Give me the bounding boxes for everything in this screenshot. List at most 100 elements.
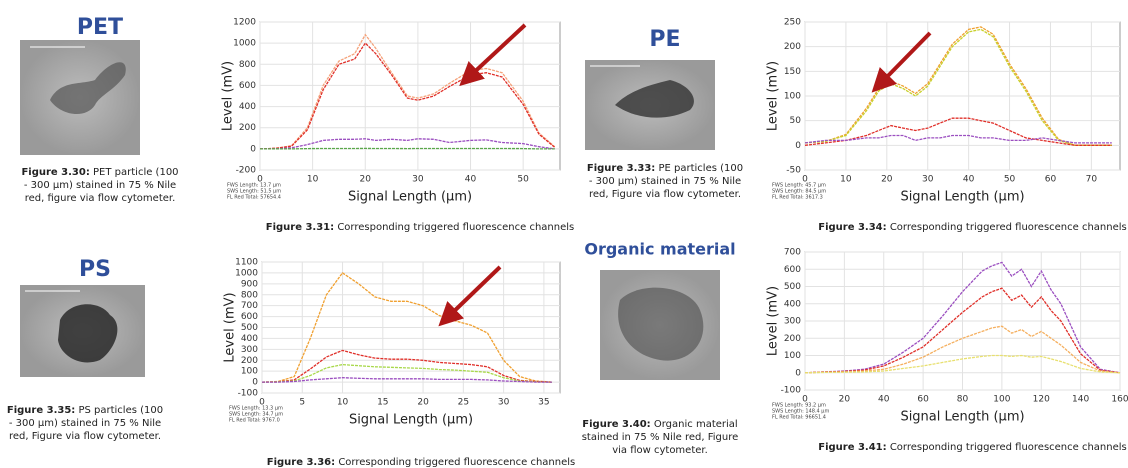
x-tick-label: 40 — [963, 175, 975, 185]
y-tick-label: 700 — [241, 301, 258, 311]
caption-label: Figure 3.34: — [818, 222, 886, 233]
page: PET Figure 3.30: PET particle (100 - 300 µ… — [0, 0, 1128, 468]
x-tick-label: 50 — [1004, 175, 1016, 185]
caption-text: - 300 µm) stained in 75 % Nile — [9, 418, 161, 429]
caption-text: - 300 µm) stained in 75 % Nile — [589, 176, 741, 187]
y-tick-label: 0 — [795, 368, 801, 378]
y-tick-label: 200 — [784, 334, 801, 344]
note: FL Red Total: 57654.4 — [227, 195, 281, 201]
x-tick-label: 10 — [840, 175, 852, 185]
y-axis-label: Level (mV) — [766, 61, 781, 131]
x-tick-label: 30 — [922, 175, 934, 185]
caption-label: Figure 3.36: — [267, 457, 335, 468]
chart-caption: Figure 3.36: Corresponding triggered flu… — [267, 457, 576, 468]
caption-text: - 300 µm) stained in 75 % Nile — [24, 180, 176, 191]
y-tick-label: 400 — [239, 102, 256, 112]
y-tick-label: 0 — [795, 141, 801, 151]
y-tick-label: 800 — [239, 60, 256, 70]
y-axis-label: Level (mV) — [221, 61, 236, 131]
caption-text: PET particle (100 — [93, 167, 179, 178]
y-tick-label: -50 — [786, 166, 801, 176]
caption-label: Figure 3.35: — [7, 405, 75, 416]
x-tick-label: 20 — [417, 398, 429, 408]
caption-text: Corresponding triggered fluorescence cha… — [337, 222, 574, 233]
y-tick-label: 300 — [241, 345, 258, 355]
caption-line: red, Figure via flow cytometer. — [589, 189, 741, 200]
x-tick-label: 100 — [993, 395, 1010, 405]
caption-text: red, Figure via flow cytometer. — [589, 189, 741, 200]
y-tick-label: 250 — [784, 18, 801, 28]
x-tick-label: 70 — [1086, 175, 1098, 185]
x-axis-label: Signal Length (µm) — [349, 413, 473, 428]
x-axis-label: Signal Length (µm) — [348, 190, 472, 205]
x-axis-label: Signal Length (µm) — [900, 190, 1024, 205]
y-tick-label: 1200 — [233, 18, 256, 28]
y-tick-label: 600 — [239, 81, 256, 91]
x-tick-label: 15 — [377, 398, 388, 408]
caption-line: red, Figure via flow cytometer. — [9, 431, 161, 442]
note: FL Red Total: 9767.0 — [229, 418, 280, 424]
y-tick-label: 400 — [241, 334, 258, 344]
caption-text: via flow cytometer. — [612, 445, 708, 456]
y-tick-label: 600 — [241, 312, 258, 322]
caption-label: Figure 3.31: — [266, 222, 334, 233]
caption-line: - 300 µm) stained in 75 % Nile — [24, 180, 176, 191]
y-tick-label: 900 — [241, 279, 258, 289]
y-tick-label: -200 — [236, 166, 257, 176]
caption-text: Corresponding triggered fluorescence cha… — [890, 442, 1127, 453]
y-tick-label: 400 — [784, 299, 801, 309]
y-tick-label: 500 — [784, 282, 801, 292]
x-tick-label: 60 — [917, 395, 929, 405]
y-tick-label: 200 — [784, 42, 801, 52]
x-tick-label: 30 — [412, 175, 424, 185]
y-tick-label: 100 — [784, 92, 801, 102]
caption-text: stained in 75 % Nile red, Figure — [582, 432, 739, 443]
caption-line: Figure 3.33: PE particles (100 — [587, 163, 743, 174]
caption-text: PE particles (100 — [658, 163, 743, 174]
x-tick-label: 35 — [538, 398, 549, 408]
y-tick-label: 0 — [252, 378, 258, 388]
y-axis-label: Level (mV) — [223, 292, 238, 362]
x-tick-label: 30 — [498, 398, 510, 408]
y-tick-label: 100 — [784, 351, 801, 361]
y-tick-label: 800 — [241, 290, 258, 300]
y-tick-label: 200 — [241, 356, 258, 366]
particle-title: PET — [77, 15, 123, 40]
particle-title: PE — [649, 27, 680, 52]
y-tick-label: 150 — [784, 67, 801, 77]
x-axis-label: Signal Length (µm) — [900, 410, 1024, 425]
caption-label: Figure 3.30: — [21, 167, 89, 178]
y-axis-label: Level (mV) — [766, 286, 781, 356]
x-tick-label: 25 — [458, 398, 469, 408]
caption-text: red, Figure via flow cytometer. — [9, 431, 161, 442]
y-tick-label: 500 — [241, 323, 258, 333]
note: FL Red Total: 3617.3 — [772, 195, 823, 201]
x-tick-label: 20 — [881, 175, 893, 185]
chart-caption: Figure 3.34: Corresponding triggered flu… — [818, 222, 1127, 233]
caption-text: red, figure via flow cytometer. — [25, 193, 176, 204]
caption-text: Corresponding triggered fluorescence cha… — [890, 222, 1127, 233]
chart-caption: Figure 3.41: Corresponding triggered flu… — [818, 442, 1127, 453]
x-tick-label: 140 — [1072, 395, 1089, 405]
particle-title: Organic material — [584, 240, 735, 259]
y-tick-label: 600 — [784, 265, 801, 275]
caption-label: Figure 3.41: — [818, 442, 886, 453]
caption-text: PS particles (100 — [78, 405, 163, 416]
y-tick-label: 1000 — [235, 268, 258, 278]
caption-line: stained in 75 % Nile red, Figure — [582, 432, 739, 443]
caption-line: Figure 3.30: PET particle (100 — [21, 167, 178, 178]
y-tick-label: 1000 — [233, 39, 256, 49]
y-tick-label: -100 — [238, 389, 259, 399]
caption-line: - 300 µm) stained in 75 % Nile — [589, 176, 741, 187]
x-tick-label: 20 — [360, 175, 372, 185]
y-tick-label: 50 — [790, 116, 802, 126]
x-tick-label: 40 — [878, 395, 890, 405]
caption-line: - 300 µm) stained in 75 % Nile — [9, 418, 161, 429]
caption-label: Figure 3.33: — [587, 163, 655, 174]
caption-line: via flow cytometer. — [612, 445, 708, 456]
note: FL Red Total: 96651.4 — [772, 415, 826, 421]
x-tick-label: 160 — [1111, 395, 1128, 405]
caption-line: Figure 3.40: Organic material — [582, 419, 737, 430]
y-tick-label: 200 — [239, 123, 256, 133]
y-tick-label: -100 — [781, 386, 802, 396]
